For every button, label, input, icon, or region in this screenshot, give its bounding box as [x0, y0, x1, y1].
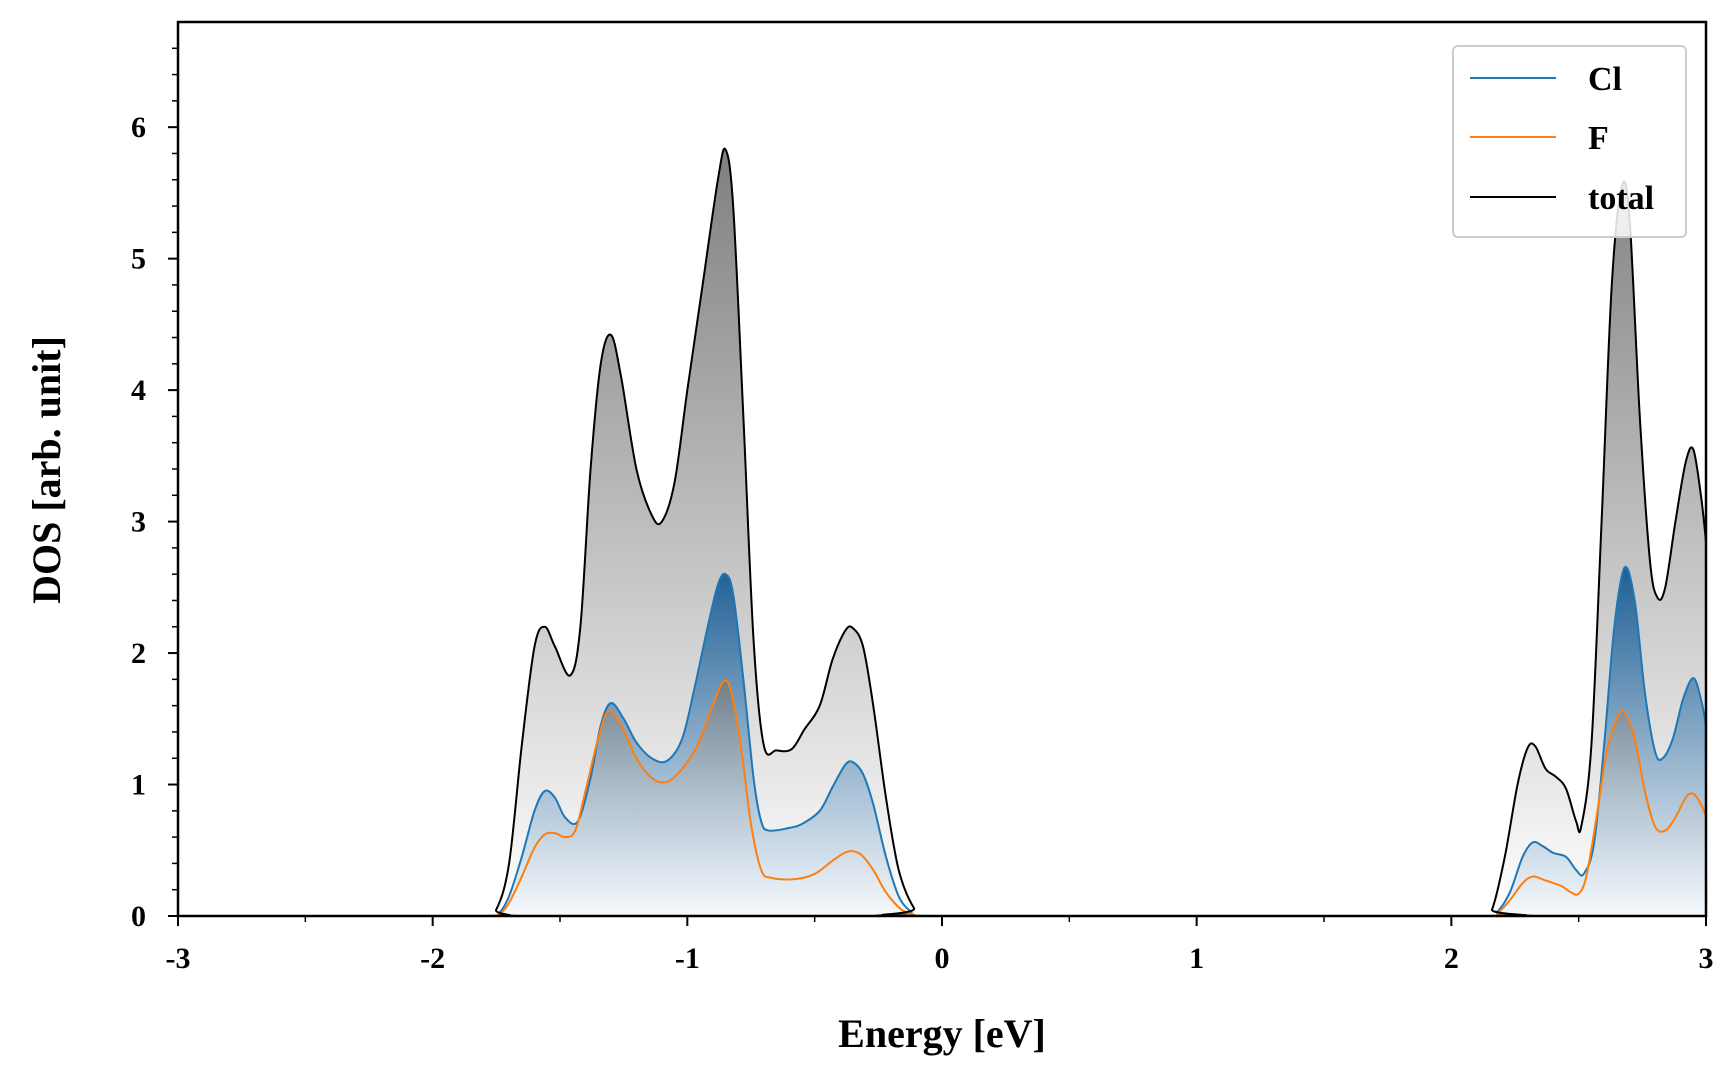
- fill-cl: [178, 566, 1706, 916]
- x-tick-label: 1: [1189, 942, 1204, 975]
- legend: Cl F total: [1452, 45, 1687, 238]
- x-tick-label: 0: [935, 942, 950, 975]
- legend-label-total: total: [1588, 180, 1654, 217]
- y-axis-label: DOS [arb. unit]: [24, 336, 69, 604]
- y-tick-label: 0: [131, 900, 146, 933]
- x-tick-label: -3: [166, 942, 191, 975]
- y-tick-label: 5: [131, 243, 146, 276]
- axes: -3 -2 -1 0 1 2 3 0 1 2 3 4 5 6: [131, 20, 1714, 975]
- y-tick-label: 3: [131, 506, 146, 539]
- legend-label-f: F: [1588, 120, 1609, 157]
- area-fills: [178, 148, 1706, 916]
- x-tick-label: -1: [675, 942, 700, 975]
- legend-label-cl: Cl: [1588, 61, 1622, 98]
- x-tick-label: -2: [420, 942, 445, 975]
- fill-f: [178, 680, 1706, 916]
- x-tick-label: 3: [1699, 942, 1714, 975]
- x-axis-label: Energy [eV]: [838, 1011, 1046, 1056]
- y-tick-label: 4: [131, 374, 146, 407]
- series-lines: [178, 147, 1706, 916]
- y-tick-label: 1: [131, 769, 146, 802]
- fill-total: [178, 148, 1706, 916]
- legend-box: [1452, 45, 1687, 238]
- line-cl: [178, 565, 1706, 916]
- x-tick-label: 2: [1444, 942, 1459, 975]
- line-total: [178, 147, 1706, 916]
- line-f: [178, 679, 1706, 916]
- y-tick-label: 2: [131, 637, 146, 670]
- y-tick-label: 6: [131, 111, 146, 144]
